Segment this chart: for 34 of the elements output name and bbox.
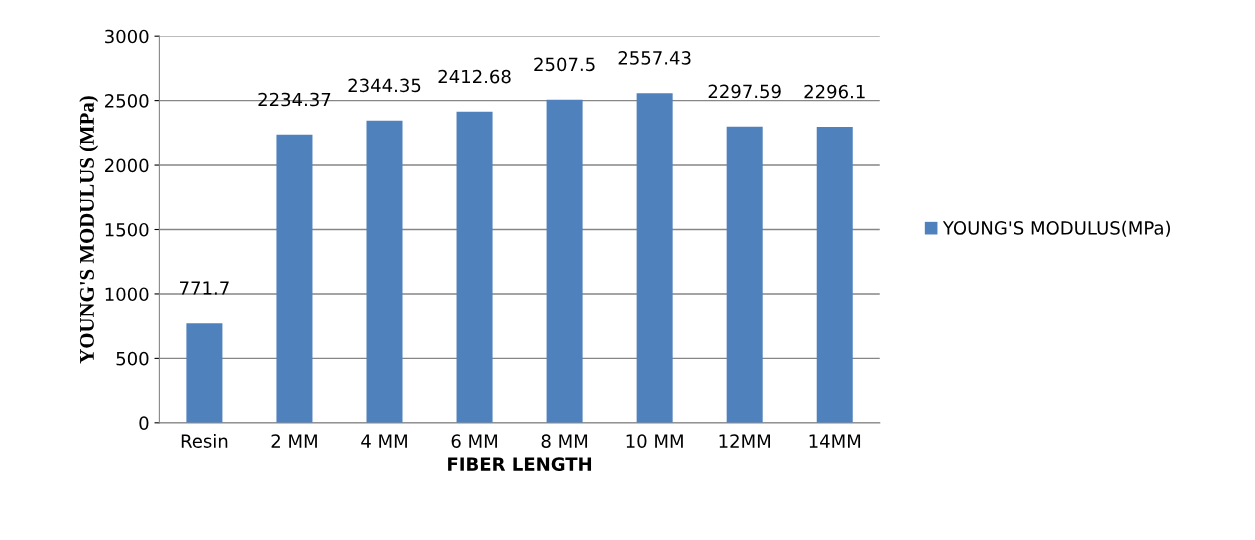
x-tick-label: 8 MM — [541, 434, 588, 448]
bar — [186, 323, 223, 423]
x-tick-label: 12MM — [719, 434, 770, 448]
y-tick-label: 0 — [139, 416, 149, 430]
y-tick-label: 2000 — [105, 158, 149, 173]
x-tick-label: 14MM — [809, 434, 861, 448]
data-label: 2297.59 — [708, 84, 781, 99]
data-label: 2412.68 — [438, 69, 511, 84]
y-axis-title: YOUNG'S MODULUS (MPa) — [79, 96, 99, 364]
y-tick-label: 1000 — [105, 287, 149, 302]
legend-label: YOUNG'S MODULUS(MPa) — [942, 220, 1170, 237]
y-tick-label: 500 — [116, 351, 149, 366]
bar — [456, 111, 493, 423]
x-axis-title: FIBER LENGTH — [448, 457, 592, 471]
bar — [636, 93, 673, 423]
data-label: 2234.37 — [258, 92, 331, 107]
data-label: 2344.35 — [348, 78, 421, 93]
bar — [816, 126, 853, 423]
data-label: 2557.43 — [618, 51, 691, 65]
x-tick-label: Resin — [181, 433, 228, 448]
bar — [366, 120, 403, 423]
data-label: 771.7 — [180, 281, 229, 295]
x-tick-label: 6 MM — [451, 434, 497, 448]
x-tick-label: 4 MM — [361, 434, 407, 448]
y-tick-label: 3000 — [105, 29, 149, 44]
bar — [546, 99, 583, 423]
bar — [276, 134, 313, 423]
bar — [726, 126, 763, 423]
y-tick-label: 1500 — [105, 222, 149, 237]
x-tick-label: 10 MM — [626, 434, 683, 448]
data-label: 2507.5 — [534, 57, 595, 72]
x-tick-label: 2 MM — [271, 434, 317, 448]
data-label: 2296.1 — [804, 84, 865, 99]
y-tick-label: 2500 — [105, 94, 149, 108]
